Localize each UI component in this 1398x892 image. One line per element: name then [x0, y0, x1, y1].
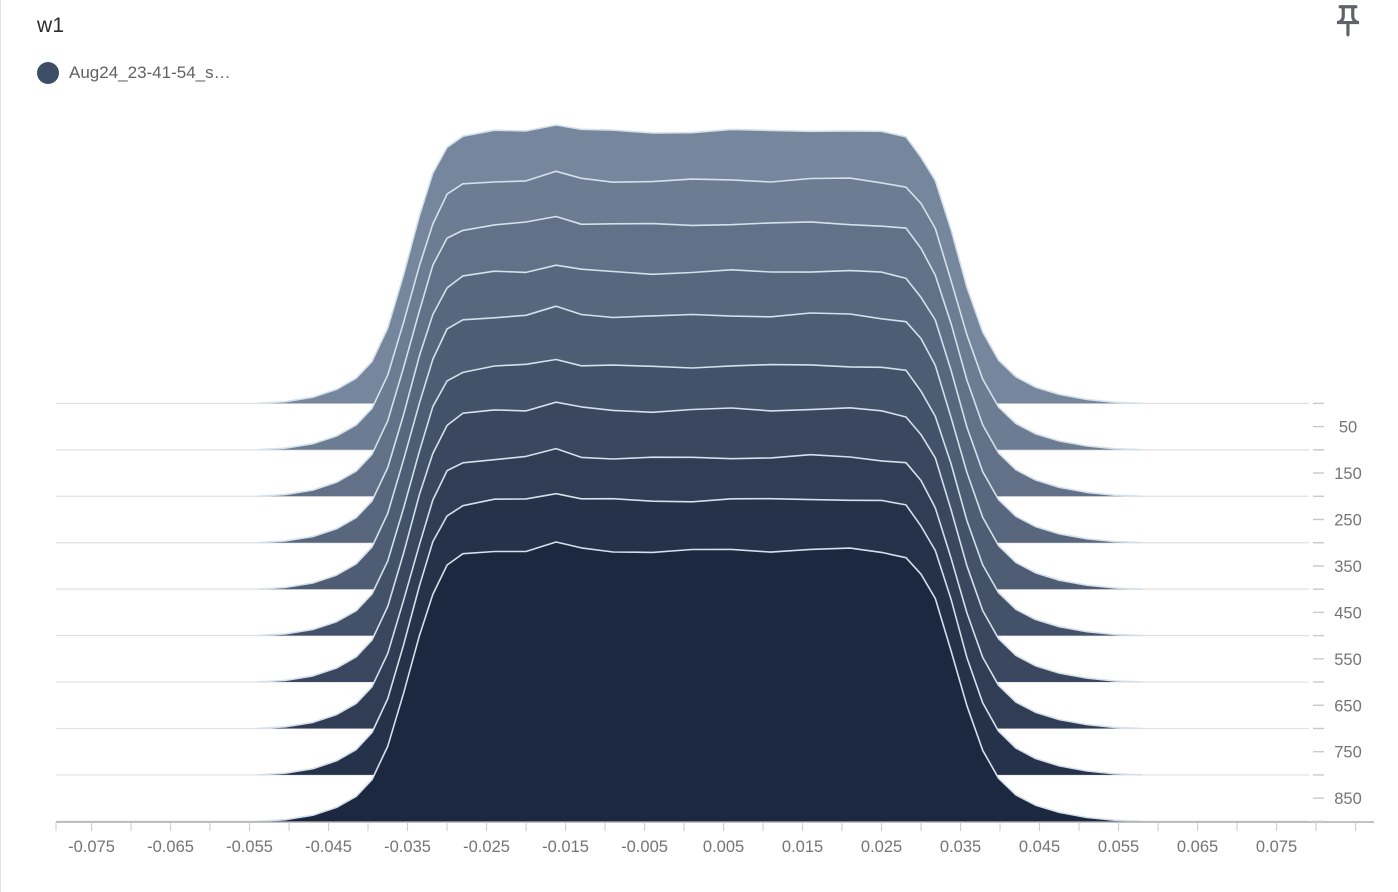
svg-text:750: 750	[1334, 744, 1362, 762]
x-axis	[55, 821, 1374, 831]
svg-text:-0.015: -0.015	[542, 838, 589, 856]
step-axis-labels: 50 150 250 350 450 550 650 750 850	[1334, 419, 1362, 809]
svg-text:450: 450	[1334, 604, 1362, 622]
legend-run-label: Aug24_23-41-54_s…	[69, 63, 231, 82]
svg-text:550: 550	[1334, 651, 1362, 669]
svg-text:-0.065: -0.065	[147, 838, 194, 856]
svg-text:-0.035: -0.035	[384, 838, 431, 856]
svg-text:350: 350	[1334, 558, 1362, 576]
svg-text:0.005: 0.005	[703, 838, 744, 856]
svg-text:0.015: 0.015	[782, 838, 823, 856]
svg-text:50: 50	[1339, 419, 1357, 437]
pin-button[interactable]	[1326, 2, 1370, 46]
pin-icon	[1329, 2, 1367, 43]
svg-text:-0.055: -0.055	[226, 838, 273, 856]
svg-text:0.055: 0.055	[1098, 838, 1139, 856]
chart-title: w1	[37, 14, 65, 37]
svg-text:-0.075: -0.075	[68, 838, 115, 856]
histogram-layer-step-900[interactable]	[257, 541, 1143, 823]
svg-text:0.045: 0.045	[1019, 838, 1060, 856]
svg-text:-0.025: -0.025	[463, 838, 510, 856]
histogram-layers	[257, 124, 1143, 823]
svg-text:150: 150	[1334, 465, 1362, 483]
svg-text:0.035: 0.035	[940, 838, 981, 856]
svg-text:250: 250	[1334, 512, 1362, 530]
legend-run-item[interactable]: Aug24_23-41-54_s…	[37, 60, 231, 86]
svg-text:0.025: 0.025	[861, 838, 902, 856]
legend-run-swatch	[37, 62, 59, 84]
svg-text:0.075: 0.075	[1256, 838, 1297, 856]
svg-text:-0.005: -0.005	[621, 838, 668, 856]
svg-text:0.065: 0.065	[1177, 838, 1218, 856]
svg-text:650: 650	[1334, 697, 1362, 715]
svg-text:850: 850	[1334, 790, 1362, 808]
svg-text:-0.045: -0.045	[305, 838, 352, 856]
x-axis-labels: -0.075 -0.065 -0.055 -0.045 -0.035 -0.025 -0.0…	[68, 838, 1297, 856]
step-axis-ticks	[1313, 402, 1324, 823]
